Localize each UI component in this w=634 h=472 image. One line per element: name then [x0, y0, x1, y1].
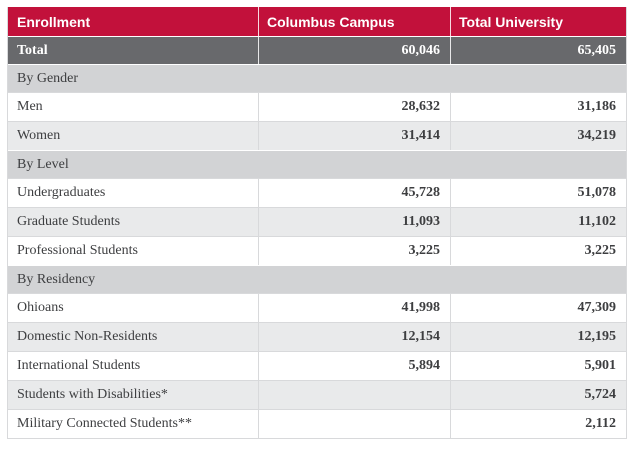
table-row: Professional Students 3,225 3,225 [8, 236, 626, 265]
row-label: Students with Disabilities* [17, 387, 168, 402]
enrollment-table: Enrollment Columbus Campus Total Univers… [7, 7, 627, 439]
table-row: Ohioans 41,998 47,309 [8, 293, 626, 322]
university-value: 51,078 [450, 179, 626, 207]
columbus-value: 60,046 [258, 37, 450, 64]
table-row: Undergraduates 45,728 51,078 [8, 178, 626, 207]
columbus-value: 45,728 [258, 179, 450, 207]
table-row: Students with Disabilities* 5,724 [8, 380, 626, 409]
row-label: Men [17, 99, 43, 114]
total-row: Total 60,046 65,405 [8, 36, 626, 64]
table-row: Domestic Non-Residents 12,154 12,195 [8, 322, 626, 351]
university-value: 2,112 [450, 410, 626, 438]
row-label: Total [17, 42, 48, 58]
table-row: Women 31,414 34,219 [8, 121, 626, 150]
row-label: Ohioans [17, 300, 64, 315]
university-value: 11,102 [450, 208, 626, 236]
section-label: By Gender [17, 70, 79, 86]
page: Enrollment Columbus Campus Total Univers… [7, 7, 627, 439]
university-value: 12,195 [450, 323, 626, 351]
university-value: 47,309 [450, 294, 626, 322]
table-row: Military Connected Students** 2,112 [8, 409, 626, 438]
header-total-university: Total University [450, 7, 626, 36]
columbus-value: 28,632 [258, 93, 450, 121]
university-value: 34,219 [450, 122, 626, 150]
section-label: By Residency [17, 271, 96, 287]
columbus-value: 11,093 [258, 208, 450, 236]
row-label: Women [17, 128, 61, 143]
section-row-by-gender: By Gender [8, 64, 626, 92]
section-label: By Level [17, 156, 69, 172]
row-label: Domestic Non-Residents [17, 329, 158, 344]
columbus-value: 3,225 [258, 237, 450, 265]
header-enrollment: Enrollment [17, 13, 91, 30]
columbus-value [258, 381, 450, 409]
table-row: Men 28,632 31,186 [8, 92, 626, 121]
university-value: 5,901 [450, 352, 626, 380]
row-label: Undergraduates [17, 185, 106, 200]
columbus-value [258, 410, 450, 438]
university-value: 3,225 [450, 237, 626, 265]
university-value: 65,405 [450, 37, 626, 64]
row-label: Professional Students [17, 243, 138, 258]
columbus-value: 41,998 [258, 294, 450, 322]
row-label: Graduate Students [17, 214, 121, 229]
header-columbus-campus: Columbus Campus [258, 7, 450, 36]
columbus-value: 12,154 [258, 323, 450, 351]
university-value: 5,724 [450, 381, 626, 409]
section-row-by-residency: By Residency [8, 265, 626, 293]
table-header-row: Enrollment Columbus Campus Total Univers… [8, 7, 626, 36]
columbus-value: 5,894 [258, 352, 450, 380]
section-row-by-level: By Level [8, 150, 626, 178]
table-row: International Students 5,894 5,901 [8, 351, 626, 380]
columbus-value: 31,414 [258, 122, 450, 150]
university-value: 31,186 [450, 93, 626, 121]
table-row: Graduate Students 11,093 11,102 [8, 207, 626, 236]
row-label: Military Connected Students** [17, 416, 192, 431]
row-label: International Students [17, 358, 141, 373]
